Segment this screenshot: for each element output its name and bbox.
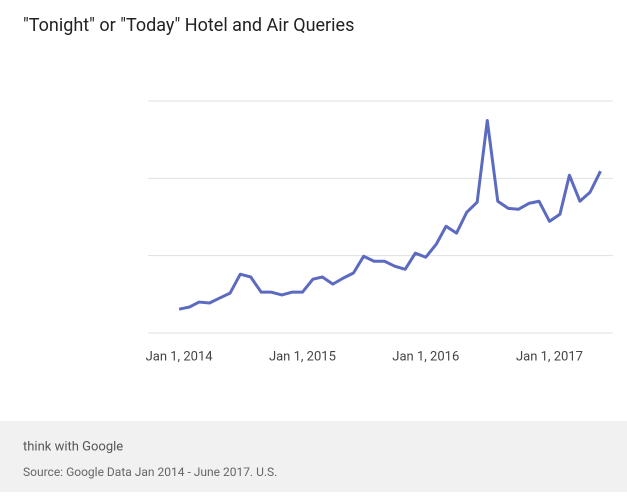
line <box>178 118 602 311</box>
source: Source: Google Data Jan 2014 - June 2017… <box>23 465 277 479</box>
x-tick-label: Jan 1, 2014 <box>146 349 214 364</box>
footer-band <box>0 421 627 492</box>
x-tick-label: Jan 1, 2016 <box>392 349 459 364</box>
chart-title: "Tonight" or "Today" Hotel and Air Queri… <box>23 15 354 36</box>
x-tick-label: Jan 1, 2017 <box>516 349 583 364</box>
x-tick-label: Jan 1, 2015 <box>269 349 336 364</box>
brand: think with Google <box>23 439 123 454</box>
